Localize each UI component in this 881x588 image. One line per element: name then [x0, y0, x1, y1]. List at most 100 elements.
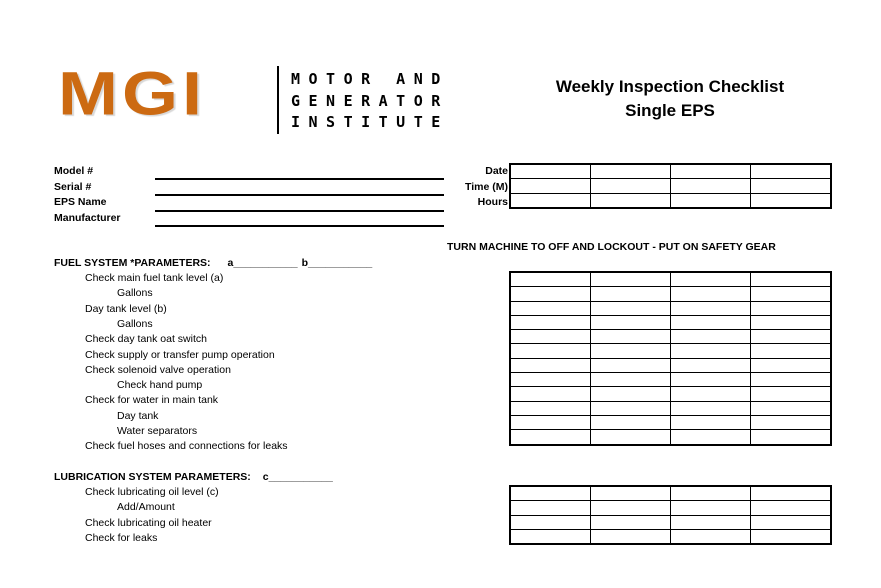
- table-cell[interactable]: [509, 343, 591, 359]
- info-line-input[interactable]: [155, 210, 444, 212]
- table-cell[interactable]: [590, 386, 671, 402]
- table-cell[interactable]: [750, 163, 832, 180]
- table-cell[interactable]: [590, 485, 671, 502]
- table-cell[interactable]: [750, 414, 832, 431]
- table-cell[interactable]: [670, 300, 751, 316]
- table-row: [509, 178, 832, 194]
- table-cell[interactable]: [750, 314, 832, 331]
- table-cell[interactable]: [509, 485, 591, 502]
- table-cell[interactable]: [670, 429, 751, 446]
- table-cell[interactable]: [750, 514, 832, 530]
- table-cell[interactable]: [670, 357, 751, 374]
- table-cell[interactable]: [670, 500, 751, 516]
- table-cell[interactable]: [509, 500, 591, 516]
- checklist-item: Gallons: [117, 287, 153, 300]
- table-cell[interactable]: [590, 271, 671, 288]
- table-cell[interactable]: [590, 514, 671, 530]
- table-cell[interactable]: [750, 192, 832, 209]
- table-cell[interactable]: [590, 300, 671, 316]
- table-cell[interactable]: [670, 414, 751, 431]
- info-line-input[interactable]: [155, 225, 444, 227]
- table-cell[interactable]: [590, 286, 671, 302]
- table-cell[interactable]: [750, 343, 832, 359]
- logo-line: GENERATOR: [291, 92, 449, 110]
- table-cell[interactable]: [750, 178, 832, 194]
- table-cell[interactable]: [750, 386, 832, 402]
- table-cell[interactable]: [670, 400, 751, 416]
- table-cell[interactable]: [590, 343, 671, 359]
- table-cell[interactable]: [590, 314, 671, 331]
- table-cell[interactable]: [590, 528, 671, 545]
- table-cell[interactable]: [590, 163, 671, 180]
- table-cell[interactable]: [590, 192, 671, 209]
- param-c[interactable]: c___________: [262, 471, 333, 483]
- table-cell[interactable]: [590, 329, 671, 345]
- table-cell[interactable]: [670, 343, 751, 359]
- table-row: [509, 357, 832, 374]
- lube-table: [509, 485, 832, 546]
- table-row: [509, 163, 832, 180]
- table-cell[interactable]: [590, 429, 671, 446]
- table-cell[interactable]: [670, 485, 751, 502]
- table-cell[interactable]: [590, 500, 671, 516]
- table-cell[interactable]: [750, 528, 832, 545]
- table-cell[interactable]: [509, 357, 591, 374]
- table-cell[interactable]: [750, 485, 832, 502]
- table-cell[interactable]: [509, 192, 591, 209]
- table-cell[interactable]: [590, 178, 671, 194]
- table-cell[interactable]: [509, 372, 591, 388]
- table-cell[interactable]: [670, 163, 751, 180]
- table-cell[interactable]: [509, 163, 591, 180]
- checklist-item: Check day tank oat switch: [85, 333, 207, 346]
- info-label: Manufacturer: [54, 211, 121, 224]
- table-cell[interactable]: [509, 286, 591, 302]
- table-cell[interactable]: [670, 514, 751, 530]
- table-cell[interactable]: [670, 271, 751, 288]
- table-cell[interactable]: [750, 300, 832, 316]
- table-cell[interactable]: [750, 271, 832, 288]
- table-cell[interactable]: [750, 372, 832, 388]
- table-cell[interactable]: [509, 400, 591, 416]
- table-cell[interactable]: [670, 329, 751, 345]
- table-cell[interactable]: [590, 400, 671, 416]
- table-cell[interactable]: [750, 357, 832, 374]
- table-cell[interactable]: [670, 372, 751, 388]
- table-cell[interactable]: [670, 386, 751, 402]
- param-b[interactable]: b___________: [301, 257, 373, 269]
- logo-letters: MGI: [58, 60, 206, 128]
- info-line-input[interactable]: [155, 178, 444, 180]
- checklist-item: Check for water in main tank: [85, 394, 219, 407]
- fuel-heading-label: FUEL SYSTEM *PARAMETERS:: [54, 257, 211, 269]
- table-cell[interactable]: [590, 372, 671, 388]
- table-cell[interactable]: [509, 414, 591, 431]
- table-cell[interactable]: [509, 329, 591, 345]
- param-a[interactable]: a___________: [227, 257, 298, 269]
- table-cell[interactable]: [670, 528, 751, 545]
- lube-heading-label: LUBRICATION SYSTEM PARAMETERS:: [54, 471, 251, 483]
- table-cell[interactable]: [670, 286, 751, 302]
- checklist-item: Check hand pump: [117, 379, 203, 392]
- table-cell[interactable]: [750, 286, 832, 302]
- table-cell[interactable]: [750, 400, 832, 416]
- fuel-table: [509, 271, 832, 446]
- table-cell[interactable]: [670, 178, 751, 194]
- table-row: [509, 314, 832, 331]
- table-cell[interactable]: [670, 314, 751, 331]
- table-cell[interactable]: [750, 329, 832, 345]
- table-cell[interactable]: [590, 414, 671, 431]
- checklist-item: Gallons: [117, 317, 153, 330]
- info-line-input[interactable]: [155, 194, 444, 196]
- table-cell[interactable]: [670, 192, 751, 209]
- table-cell[interactable]: [509, 429, 591, 446]
- table-cell[interactable]: [590, 357, 671, 374]
- table-cell[interactable]: [509, 178, 591, 194]
- table-cell[interactable]: [509, 300, 591, 316]
- table-cell[interactable]: [509, 314, 591, 331]
- table-cell[interactable]: [509, 528, 591, 545]
- table-cell[interactable]: [509, 386, 591, 402]
- table-cell[interactable]: [509, 514, 591, 530]
- table-row: [509, 386, 832, 402]
- table-cell[interactable]: [750, 500, 832, 516]
- table-cell[interactable]: [509, 271, 591, 288]
- table-cell[interactable]: [750, 429, 832, 446]
